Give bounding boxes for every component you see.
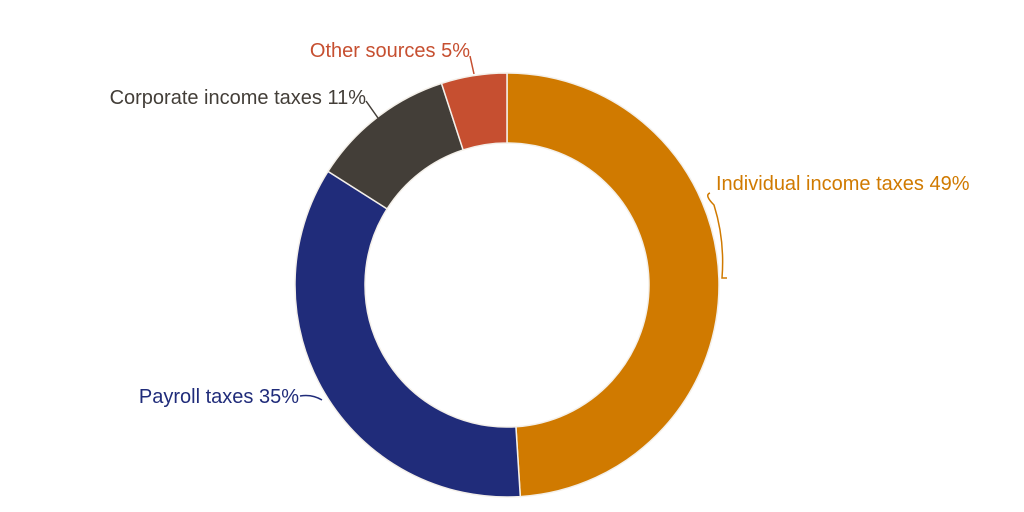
slice-individual-income-taxes xyxy=(506,72,720,498)
leader-corporate xyxy=(365,100,379,119)
label-individual: Individual income taxes 49% xyxy=(716,173,970,195)
label-corporate: Corporate income taxes 11% xyxy=(110,87,367,109)
leader-payroll xyxy=(299,394,323,401)
slices xyxy=(294,72,720,498)
slice-payroll-taxes xyxy=(294,170,522,498)
leader-other xyxy=(469,55,475,75)
label-other: Other sources 5% xyxy=(310,40,470,62)
label-payroll: Payroll taxes 35% xyxy=(139,386,299,408)
leader-individual xyxy=(707,192,727,279)
leader-lines xyxy=(299,55,727,401)
slice-other-sources xyxy=(440,72,508,151)
